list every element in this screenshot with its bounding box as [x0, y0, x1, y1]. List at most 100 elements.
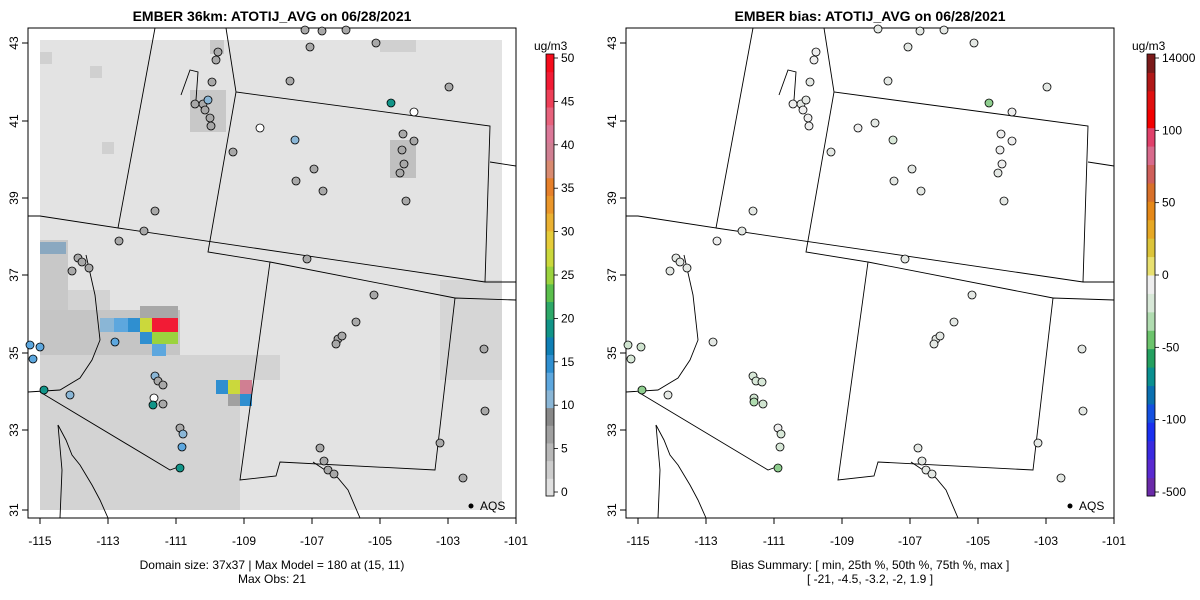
bias-site[interactable]	[636, 342, 646, 352]
bias-site[interactable]	[873, 24, 883, 34]
bias-site[interactable]	[888, 135, 898, 145]
bias-site[interactable]	[999, 196, 1009, 206]
bias-site[interactable]	[803, 113, 813, 123]
aqs-site[interactable]	[203, 95, 213, 105]
aqs-site[interactable]	[207, 77, 217, 87]
bias-site[interactable]	[773, 463, 783, 473]
bias-site[interactable]	[805, 77, 815, 87]
aqs-site[interactable]	[409, 107, 419, 117]
aqs-site[interactable]	[67, 266, 77, 276]
bias-site[interactable]	[809, 55, 819, 65]
bias-site[interactable]	[883, 76, 893, 86]
bias-site[interactable]	[1007, 107, 1017, 117]
aqs-site[interactable]	[175, 463, 185, 473]
aqs-site[interactable]	[309, 164, 319, 174]
bias-site[interactable]	[665, 266, 675, 276]
aqs-site[interactable]	[139, 226, 149, 236]
aqs-site[interactable]	[25, 340, 35, 350]
aqs-site[interactable]	[331, 339, 341, 349]
bias-site[interactable]	[929, 339, 939, 349]
bias-site[interactable]	[984, 98, 994, 108]
aqs-site[interactable]	[323, 465, 333, 475]
aqs-site[interactable]	[28, 354, 38, 364]
bias-site[interactable]	[675, 257, 685, 267]
aqs-site[interactable]	[398, 129, 408, 139]
aqs-site[interactable]	[341, 25, 351, 35]
aqs-site[interactable]	[319, 456, 329, 466]
bias-site[interactable]	[853, 123, 863, 133]
bias-site[interactable]	[712, 236, 722, 246]
bias-site[interactable]	[801, 95, 811, 105]
bias-site[interactable]	[804, 121, 814, 131]
bias-site[interactable]	[1077, 344, 1087, 354]
aqs-site[interactable]	[228, 147, 238, 157]
aqs-site[interactable]	[255, 123, 265, 133]
bias-site[interactable]	[775, 442, 785, 452]
bias-site[interactable]	[996, 129, 1006, 139]
aqs-site[interactable]	[35, 342, 45, 352]
bias-site[interactable]	[737, 226, 747, 236]
aqs-site[interactable]	[329, 469, 339, 479]
aqs-site[interactable]	[371, 38, 381, 48]
aqs-site[interactable]	[206, 121, 216, 131]
aqs-site[interactable]	[84, 263, 94, 273]
bias-site[interactable]	[1078, 406, 1088, 416]
bias-site[interactable]	[927, 469, 937, 479]
aqs-site[interactable]	[479, 344, 489, 354]
aqs-site[interactable]	[285, 76, 295, 86]
aqs-site[interactable]	[395, 168, 405, 178]
bias-site[interactable]	[993, 168, 1003, 178]
aqs-site[interactable]	[205, 113, 215, 123]
bias-site[interactable]	[917, 456, 927, 466]
aqs-site[interactable]	[290, 135, 300, 145]
bias-site[interactable]	[921, 465, 931, 475]
bias-site[interactable]	[1042, 82, 1052, 92]
bias-site[interactable]	[907, 164, 917, 174]
aqs-site[interactable]	[302, 254, 312, 264]
aqs-site[interactable]	[351, 317, 361, 327]
bias-site[interactable]	[916, 186, 926, 196]
aqs-site[interactable]	[305, 42, 315, 52]
bias-site[interactable]	[749, 397, 759, 407]
bias-site[interactable]	[969, 38, 979, 48]
bias-site[interactable]	[903, 42, 913, 52]
bias-site[interactable]	[935, 331, 945, 341]
bias-site[interactable]	[889, 176, 899, 186]
bias-site[interactable]	[626, 354, 636, 364]
aqs-site[interactable]	[158, 380, 168, 390]
aqs-site[interactable]	[77, 257, 87, 267]
aqs-site[interactable]	[200, 105, 210, 115]
aqs-site[interactable]	[150, 206, 160, 216]
bias-site[interactable]	[870, 118, 880, 128]
aqs-site[interactable]	[39, 385, 49, 395]
aqs-site[interactable]	[291, 176, 301, 186]
aqs-site[interactable]	[211, 55, 221, 65]
aqs-site[interactable]	[369, 290, 379, 300]
aqs-site[interactable]	[177, 442, 187, 452]
bias-site[interactable]	[900, 254, 910, 264]
aqs-site[interactable]	[110, 337, 120, 347]
aqs-site[interactable]	[397, 145, 407, 155]
bias-site[interactable]	[663, 390, 673, 400]
aqs-site[interactable]	[458, 473, 468, 483]
bias-site[interactable]	[748, 206, 758, 216]
bias-site[interactable]	[788, 99, 798, 109]
bias-site[interactable]	[939, 25, 949, 35]
bias-site[interactable]	[913, 443, 923, 453]
bias-site[interactable]	[826, 147, 836, 157]
bias-site[interactable]	[949, 317, 959, 327]
aqs-site[interactable]	[148, 400, 158, 410]
aqs-site[interactable]	[386, 98, 396, 108]
bias-site[interactable]	[623, 340, 633, 350]
bias-site[interactable]	[997, 159, 1007, 169]
aqs-site[interactable]	[401, 196, 411, 206]
bias-site[interactable]	[757, 377, 767, 387]
aqs-site[interactable]	[409, 136, 419, 146]
aqs-site[interactable]	[444, 82, 454, 92]
bias-site[interactable]	[1056, 473, 1066, 483]
aqs-site[interactable]	[337, 331, 347, 341]
bias-site[interactable]	[637, 385, 647, 395]
aqs-site[interactable]	[399, 159, 409, 169]
bias-site[interactable]	[708, 337, 718, 347]
aqs-site[interactable]	[190, 99, 200, 109]
